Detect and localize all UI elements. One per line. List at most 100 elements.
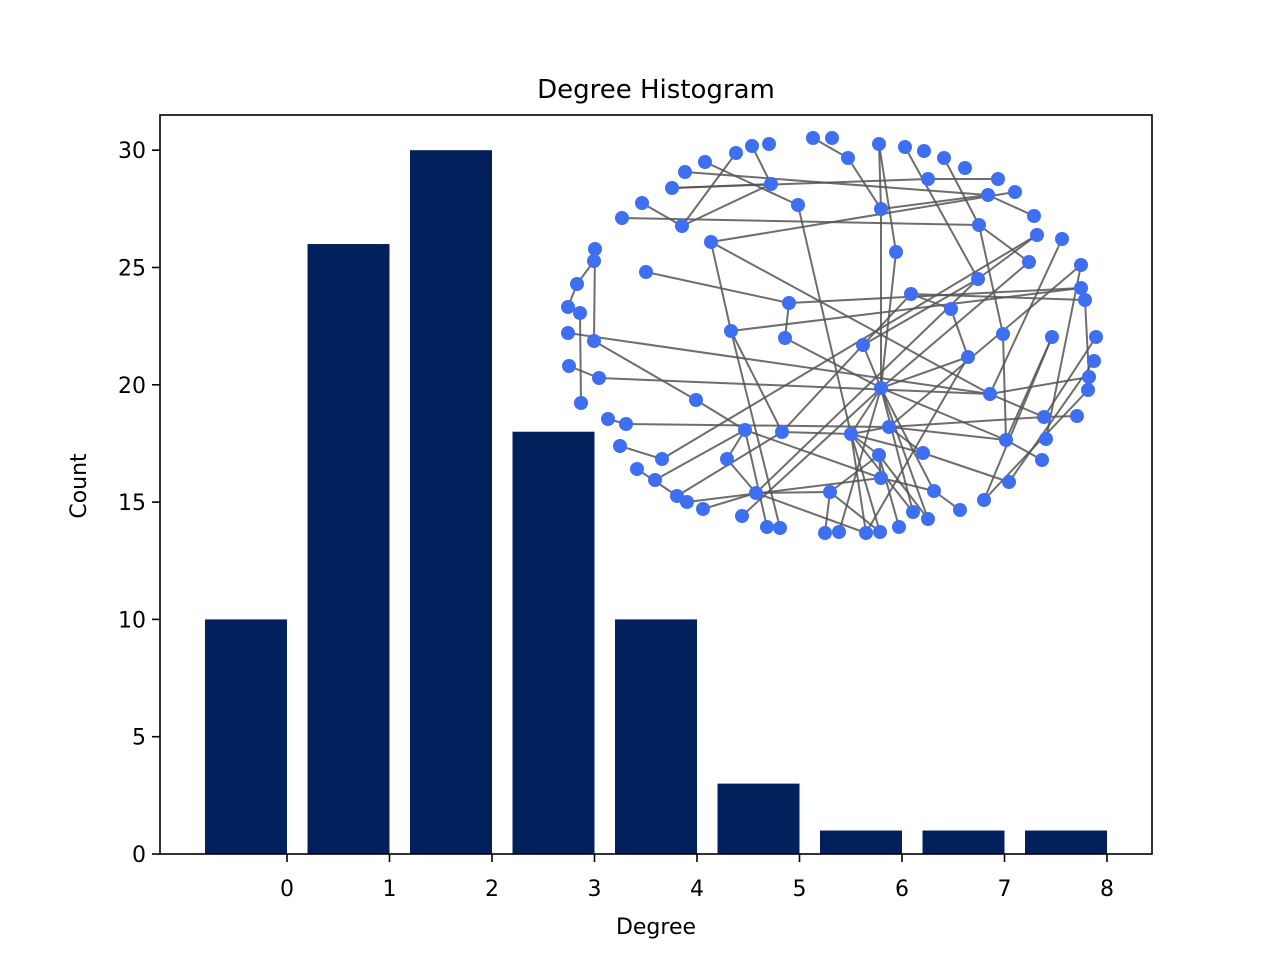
network-edge [880,261,1030,389]
bar-degree-5 [717,783,800,854]
network-node [996,327,1010,341]
network-edge [1045,264,1082,440]
plot-frame [159,114,1153,855]
network-node [562,359,576,373]
network-node [1039,432,1053,446]
network-node [639,265,653,279]
y-tick-label: 0 [132,843,146,868]
network-edge [838,387,882,533]
network-edge [710,241,732,332]
network-node [678,165,692,179]
network-node [825,131,839,145]
x-tick-label: 8 [1100,877,1114,902]
network-node [981,188,995,202]
network-node [773,521,787,535]
network-node [665,181,679,195]
network-edge [730,287,1082,332]
chart-title: Degree Histogram [537,75,775,105]
network-edge [878,143,882,210]
network-node [782,296,796,310]
network-edge [880,387,1007,441]
network-node [874,202,888,216]
bar-degree-8 [1025,830,1107,854]
network-edge [978,224,1030,263]
y-tick-label: 25 [118,256,146,281]
bar-degree-6 [820,830,902,854]
network-node [953,503,967,517]
network-node [898,140,912,154]
x-tick-label: 5 [793,877,807,902]
network-node [791,198,805,212]
network-node [874,471,888,485]
x-axis-ticks: 0 1 2 3 4 5 6 7 8 [280,854,1114,902]
network-edge [862,344,882,389]
network-node [818,526,832,540]
network-edge [847,157,882,210]
network-node [588,242,602,256]
network-node [635,196,649,210]
network-edge [1008,360,1095,483]
network-node [944,302,958,316]
network-edge [726,458,757,494]
network-edge [904,146,979,280]
network-node [760,520,774,534]
bars-group [205,150,1107,855]
network-edge [784,337,882,389]
network-edge [641,202,683,227]
bar-degree-3 [512,431,595,854]
network-node [573,306,587,320]
x-tick-label: 3 [588,877,602,902]
network-edge [880,387,929,520]
network-node [1027,209,1041,223]
network-node [1089,330,1103,344]
network-edge [888,426,1007,441]
network-edge [702,492,757,510]
network-edge [910,293,952,310]
x-tick-label: 0 [280,877,294,902]
network-node [921,172,935,186]
network-edge [1002,333,1007,441]
y-tick-label: 30 [118,139,146,164]
network-node [882,420,896,434]
network-node [1022,255,1036,269]
network-node [762,137,776,151]
network-node [892,520,906,534]
network-edge [880,251,897,389]
network-node [856,338,870,352]
network-node [696,502,710,516]
network-node [720,452,734,466]
bar-degree-4 [615,619,697,854]
x-tick-label: 2 [485,877,499,902]
network-nodes [561,131,1103,540]
network-edge [910,293,1086,301]
network-node [806,131,820,145]
network-node [873,525,887,539]
network-edge [878,143,897,253]
network-node [961,350,975,364]
network-node [587,334,601,348]
x-tick-label: 6 [895,877,909,902]
network-node [889,245,903,259]
network-edge [710,241,991,395]
network-node [675,219,689,233]
network-edge [781,344,864,433]
network-inset [561,131,1103,540]
network-node [823,485,837,499]
network-edge [598,377,991,395]
network-edge [730,330,783,433]
network-node [680,495,694,509]
network-node [1008,185,1022,199]
network-edge [579,312,582,404]
network-edge [880,356,969,389]
network-edge [880,387,935,492]
y-axis-label: Count [67,453,92,519]
x-tick-label: 1 [383,877,397,902]
network-node [983,387,997,401]
network-node [1087,354,1101,368]
network-node [764,177,778,191]
network-node [619,417,633,431]
network-node [570,277,584,291]
network-node [592,371,606,385]
network-node [778,331,792,345]
network-node [1074,258,1088,272]
